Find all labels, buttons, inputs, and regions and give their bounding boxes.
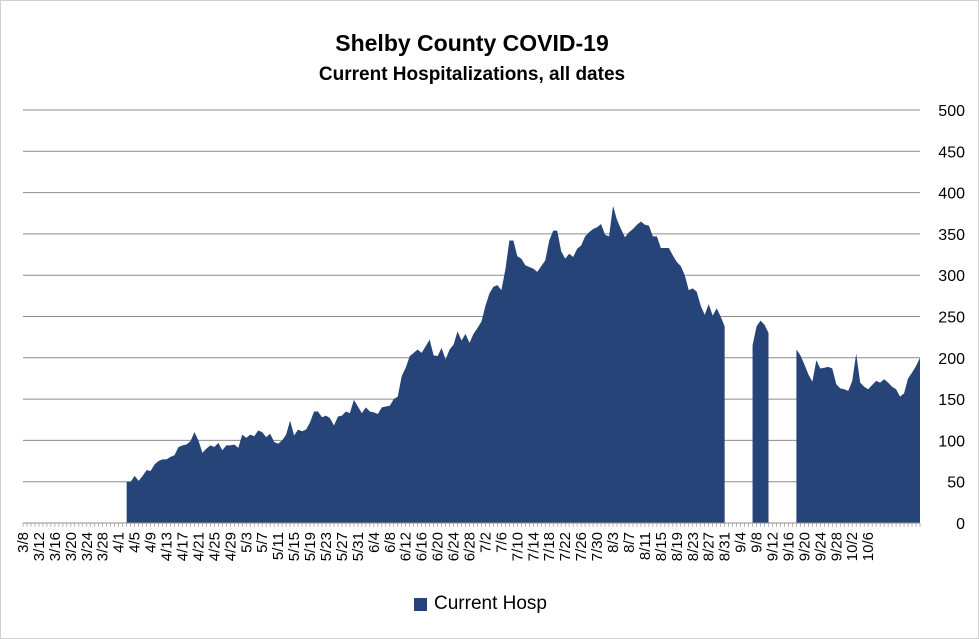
x-tick-label: 10/2 [844,532,861,561]
x-tick-label: 6/16 [414,532,431,561]
x-tick-label: 5/23 [318,532,335,561]
y-tick-label: 200 [938,351,965,368]
y-tick-label: 0 [956,516,965,533]
x-tick-label: 8/7 [621,532,638,553]
x-tick-label: 5/3 [238,532,255,553]
y-tick-label: 400 [938,186,965,203]
y-tick-label: 100 [938,433,965,450]
axes: 0 50 100 150 200 250 300 350 400 450 500 3/83/12 3/1… [15,103,965,561]
x-tick-label: 4/5 [127,532,144,553]
x-tick-label: 4/17 [175,532,192,561]
area-segment [126,205,725,523]
x-tick-label: 5/11 [270,532,287,560]
x-tick-label: 9/28 [828,532,845,561]
x-tick-label: 7/10 [509,532,526,561]
x-tick-label: 7/2 [478,532,495,553]
x-tick-label: 8/19 [669,532,686,561]
x-tick-label: 4/1 [111,532,128,553]
x-tick-label: 8/15 [653,532,670,561]
x-tick-label: 9/24 [812,532,829,561]
y-tick-label: 150 [938,392,965,409]
legend: Current Hosp [414,592,547,616]
x-tick-label: 8/23 [685,532,702,561]
x-tick-label: 3/20 [63,532,80,561]
series-current-hosp [126,205,920,523]
y-tick-label: 350 [938,227,965,244]
y-tick-label: 250 [938,310,965,327]
x-tick-label: 6/4 [366,532,383,553]
x-tick-label: 4/9 [143,532,160,553]
x-tick-label: 7/6 [493,532,510,553]
x-tick-label: 4/29 [222,532,239,561]
x-tick-label: 5/7 [254,532,271,553]
chart-title: Shelby County COVID-19 [335,30,609,56]
x-tick-label: 4/13 [159,532,176,561]
x-tick-label: 9/20 [796,532,813,561]
x-tick-label: 4/25 [206,532,223,561]
x-tick-label: 3/16 [47,532,64,561]
x-tick-label: 7/30 [589,532,606,561]
x-tick-label: 7/18 [541,532,558,561]
x-tick-label: 8/11 [637,532,654,560]
y-tick-label: 300 [938,268,965,285]
x-tick-label: 6/12 [398,532,415,561]
area-segment [796,349,920,523]
y-tick-label: 450 [938,144,965,161]
x-tick-label: 5/31 [350,532,367,561]
x-tick-label: 6/8 [382,532,399,553]
legend-swatch [414,597,427,611]
x-tick-label: 3/12 [31,532,48,561]
x-tick-label: 7/26 [573,532,590,561]
x-tick-label: 6/20 [430,532,447,561]
x-tick-label: 8/3 [605,532,622,553]
x-tick-label: 9/4 [733,532,750,553]
x-tick-label: 5/27 [334,532,351,561]
x-tick-label: 9/16 [780,532,797,561]
y-tick-label: 500 [938,103,965,120]
x-tick-label: 5/19 [302,532,319,561]
x-tick-label: 8/27 [701,532,718,561]
area-segment [752,320,769,523]
x-tick-label: 9/8 [749,532,766,553]
x-tick-label: 3/28 [95,532,112,561]
chart-subtitle: Current Hospitalizations, all dates [318,64,626,85]
x-tick-label: 6/28 [462,532,479,561]
x-tick-label: 8/31 [717,532,734,561]
legend-label: Current Hosp [434,593,547,614]
x-tick-label: 10/6 [860,532,877,561]
x-tick-label: 9/12 [765,532,782,561]
x-tick-label: 7/14 [525,532,542,561]
x-tick-label: 4/21 [190,532,207,561]
x-tick-label: 3/24 [79,532,96,561]
y-tick-label: 50 [947,475,965,492]
x-tick-label: 6/24 [446,532,463,561]
x-tick-label: 5/15 [286,532,303,561]
x-tick-label: 7/22 [557,532,574,561]
x-tick-label: 3/8 [15,532,32,553]
